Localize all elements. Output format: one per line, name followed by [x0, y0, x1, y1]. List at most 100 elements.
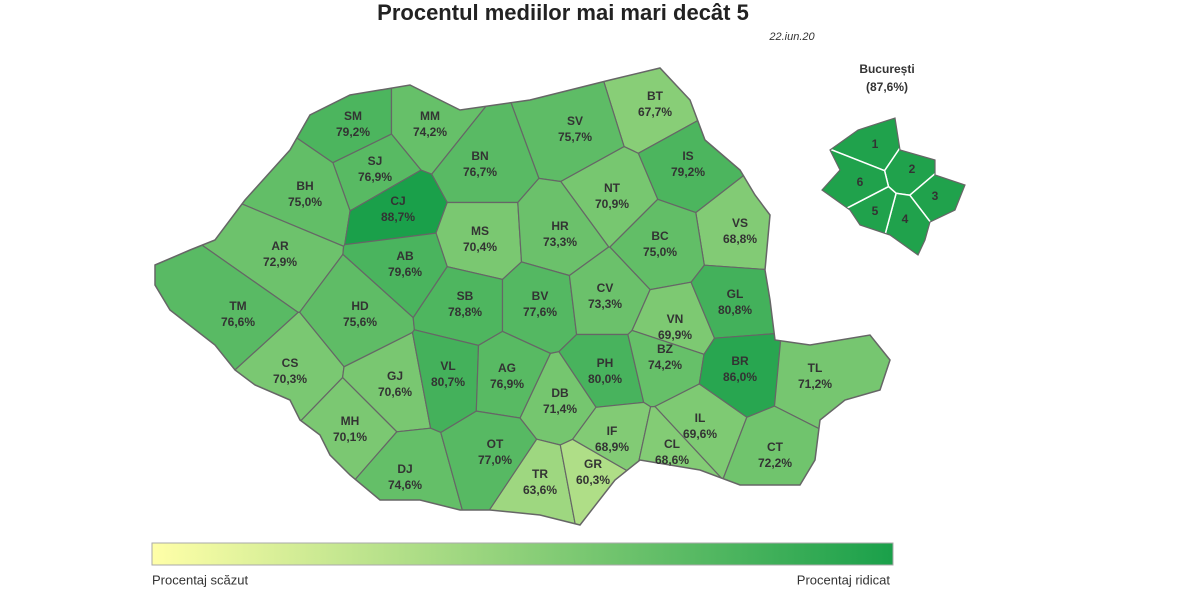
county-value: 69,9% [658, 328, 692, 342]
county-code: BN [471, 149, 488, 163]
counties [155, 68, 890, 525]
county-code: SJ [368, 154, 383, 168]
county-value: 76,7% [463, 165, 497, 179]
county-value: 74,6% [388, 478, 422, 492]
legend-high: Procentaj ridicat [797, 572, 891, 587]
county-code: GR [584, 457, 602, 471]
county [589, 68, 845, 154]
county-value: 72,2% [758, 456, 792, 470]
inset-value: (87,6%) [866, 80, 908, 94]
county-code: MM [420, 109, 440, 123]
county-value: 74,2% [413, 125, 447, 139]
sector-label: 3 [932, 189, 939, 203]
county-code: CT [767, 440, 784, 454]
county-code: BH [296, 179, 313, 193]
county-code: SM [344, 109, 362, 123]
county-code: BZ [657, 342, 673, 356]
county-value: 71,4% [543, 402, 577, 416]
county-code: BR [731, 354, 749, 368]
county-code: NT [604, 181, 621, 195]
county-value: 80,7% [431, 375, 465, 389]
county-value: 70,6% [378, 385, 412, 399]
county-code: IF [607, 424, 618, 438]
county-value: 71,2% [798, 377, 832, 391]
county-code: MS [471, 224, 489, 238]
county-code: IL [695, 411, 706, 425]
county-code: TL [808, 361, 823, 375]
county-value: 77,6% [523, 305, 557, 319]
county-code: VL [440, 359, 455, 373]
county-value: 75,6% [343, 315, 377, 329]
sector [908, 118, 965, 255]
county-code: CJ [390, 194, 405, 208]
county [155, 68, 393, 164]
county-value: 70,1% [333, 430, 367, 444]
county-code: CS [282, 356, 299, 370]
county-code: AB [396, 249, 414, 263]
title: Procentul mediilor mai mari decât 5 [377, 0, 749, 25]
county-value: 73,3% [543, 235, 577, 249]
county-value: 80,0% [588, 372, 622, 386]
county-value: 76,9% [358, 170, 392, 184]
county-code: VN [667, 312, 684, 326]
county-value: 76,6% [221, 315, 255, 329]
county-code: VS [732, 216, 748, 230]
county-value: 75,7% [558, 130, 592, 144]
sector-label: 5 [872, 204, 879, 218]
sector-label: 6 [857, 175, 864, 189]
county-value: 80,8% [718, 303, 752, 317]
county-value: 88,7% [381, 210, 415, 224]
county-value: 68,8% [723, 232, 757, 246]
county [690, 264, 837, 339]
county-value: 79,6% [388, 265, 422, 279]
county-code: OT [487, 437, 504, 451]
county [720, 405, 890, 525]
county-value: 79,2% [336, 125, 370, 139]
county-value: 86,0% [723, 370, 757, 384]
county-value: 69,6% [683, 427, 717, 441]
sector-label: 4 [902, 212, 909, 226]
county-code: BC [651, 229, 669, 243]
county-value: 70,3% [273, 372, 307, 386]
county-value: 73,3% [588, 297, 622, 311]
county-value: 70,4% [463, 240, 497, 254]
county-value: 79,2% [671, 165, 705, 179]
county-code: CL [664, 437, 680, 451]
county-code: DB [551, 386, 569, 400]
county-code: GJ [387, 369, 403, 383]
county-code: AR [271, 239, 289, 253]
country-border [154, 67, 891, 526]
county-value: 72,9% [263, 255, 297, 269]
date: 22.iun.20 [768, 31, 815, 43]
sectors [822, 118, 965, 255]
county-code: BT [647, 89, 664, 103]
county-code: HD [351, 299, 369, 313]
inset-title: București [859, 62, 914, 76]
county-code: TR [532, 467, 548, 481]
county-code: DJ [397, 462, 412, 476]
county-code: PH [597, 356, 614, 370]
county-value: 76,9% [490, 377, 524, 391]
county-value: 60,3% [576, 473, 610, 487]
sector-label: 2 [909, 162, 916, 176]
inset-border [821, 117, 966, 256]
county-code: SB [457, 289, 474, 303]
legend-bar [151, 542, 894, 566]
sector-label: 1 [872, 137, 879, 151]
county-code: TM [229, 299, 246, 313]
county-value: 70,9% [595, 197, 629, 211]
county-code: HR [551, 219, 569, 233]
county-value: 77,0% [478, 453, 512, 467]
county-code: CV [597, 281, 614, 295]
county-value: 78,8% [448, 305, 482, 319]
county-code: SV [567, 114, 583, 128]
county-value: 75,0% [288, 195, 322, 209]
county-code: AG [498, 361, 516, 375]
county-code: MH [341, 414, 360, 428]
legend-low: Procentaj scăzut [152, 572, 248, 587]
county-value: 68,9% [595, 440, 629, 454]
county-value: 75,0% [643, 245, 677, 259]
county-code: IS [682, 149, 693, 163]
county-value: 68,6% [655, 453, 689, 467]
